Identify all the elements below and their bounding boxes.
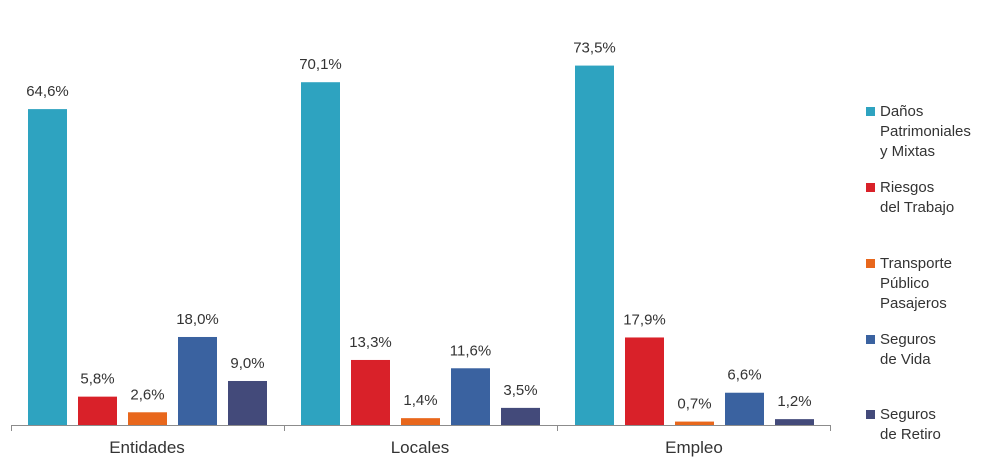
bar-entidades-1 [28,109,67,425]
legend: Daños Patrimoniales y Mixtas Riesgos del … [866,0,985,457]
legend-label: Seguros de Retiro [880,406,941,443]
bar-locales-4 [451,368,490,425]
value-label-empleo-4: 6,6% [727,367,761,384]
bar-empleo-3 [675,421,714,425]
bar-entidades-2 [78,396,117,425]
legend-swatch [866,259,875,268]
legend-label: Seguros de Vida [880,331,936,368]
legend-item-5: Seguros de Retiro [866,405,941,445]
value-label-empleo-1: 73,5% [573,40,616,57]
legend-item-1: Daños Patrimoniales y Mixtas [866,102,971,162]
bar-entidades-5 [228,380,267,425]
x-axis: Entidades Locales Empleo [11,425,831,457]
value-label-empleo-5: 1,2% [777,393,811,410]
bar-locales-2 [351,359,390,425]
value-label-empleo-3: 0,7% [677,396,711,413]
value-label-entidades-5: 9,0% [230,355,264,372]
bar-entidades-3 [128,412,167,425]
value-label-entidades-4: 18,0% [176,311,219,328]
bar-empleo-1 [575,65,614,426]
bar-locales-3 [401,418,440,425]
bar-empleo-4 [725,392,764,425]
bar-empleo-2 [625,337,664,425]
value-label-entidades-1: 64,6% [26,83,69,100]
legend-swatch [866,335,875,344]
value-label-locales-4: 11,6% [450,342,491,359]
value-labels-group: 64,6% 5,8% 2,6% 18,0% 9,0% 70,1% 13,3% 1,4% 11,6… [26,40,811,413]
bars-group [28,65,814,426]
category-label-entidades: Entidades [109,438,185,457]
bar-empleo-5 [775,419,814,425]
value-label-entidades-3: 2,6% [130,386,164,403]
legend-item-2: Riesgos del Trabajo [866,178,954,218]
legend-item-4: Seguros de Vida [866,330,936,370]
value-label-empleo-2: 17,9% [623,311,666,328]
bar-locales-1 [301,82,340,425]
value-label-locales-2: 13,3% [349,334,392,351]
legend-item-3: Transporte Público Pasajeros [866,254,952,314]
bar-locales-5 [501,407,540,425]
category-label-locales: Locales [391,438,450,457]
legend-label: Transporte Público Pasajeros [880,255,952,312]
bar-entidades-4 [178,336,217,425]
legend-label: Daños Patrimoniales y Mixtas [880,103,971,160]
category-label-empleo: Empleo [665,438,723,457]
legend-label: Riesgos del Trabajo [880,179,955,216]
legend-swatch [866,183,875,192]
value-label-locales-1: 70,1% [299,56,342,73]
value-label-entidades-2: 5,8% [80,371,114,388]
legend-swatch [866,107,875,116]
legend-swatch [866,410,875,419]
bar-chart: 64,6% 5,8% 2,6% 18,0% 9,0% 70,1% 13,3% 1,4% 11,6… [11,40,831,457]
value-label-locales-5: 3,5% [503,382,537,399]
value-label-locales-3: 1,4% [403,392,437,409]
